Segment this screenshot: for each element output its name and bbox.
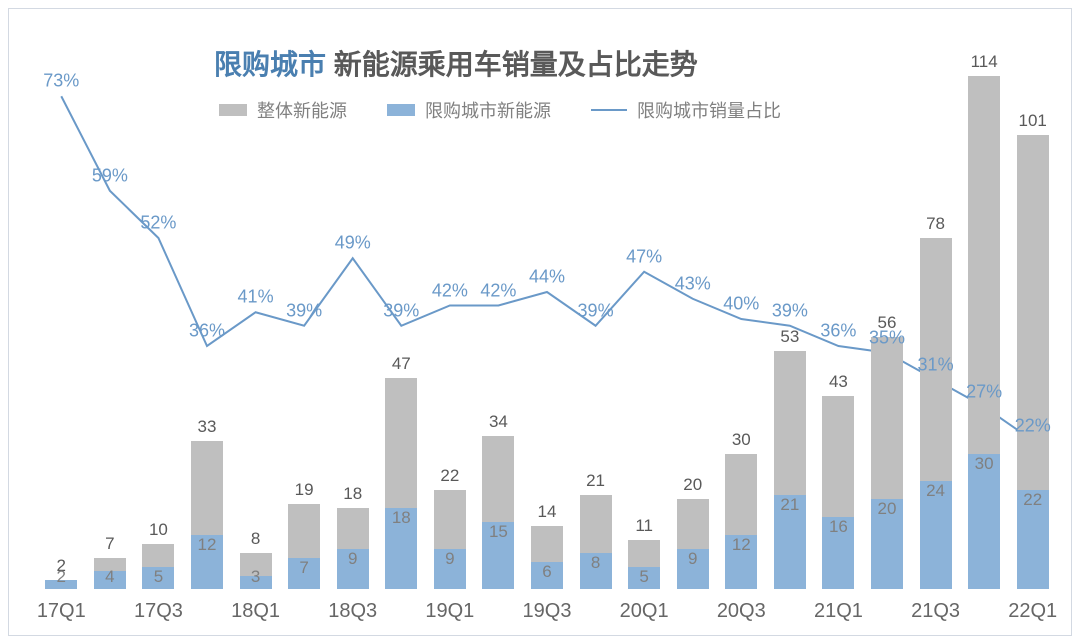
pct-label: 42% bbox=[432, 280, 468, 303]
value-label-total: 43 bbox=[829, 372, 848, 392]
value-label-sub: 9 bbox=[688, 549, 697, 569]
value-label-sub: 12 bbox=[732, 535, 751, 555]
value-label-sub: 18 bbox=[392, 508, 411, 528]
value-label-sub: 9 bbox=[445, 549, 454, 569]
value-label-total: 33 bbox=[198, 417, 217, 437]
value-label-total: 11 bbox=[635, 516, 653, 536]
pct-label: 39% bbox=[383, 300, 419, 323]
value-label-sub: 15 bbox=[489, 522, 508, 542]
pct-label: 52% bbox=[140, 213, 176, 236]
pct-label: 41% bbox=[238, 287, 274, 310]
value-label-sub: 16 bbox=[829, 517, 848, 537]
value-label-sub: 7 bbox=[299, 558, 308, 578]
pct-label: 43% bbox=[675, 273, 711, 296]
value-label-sub: 12 bbox=[198, 535, 217, 555]
chart-frame: 限购城市 新能源乘用车销量及占比走势 整体新能源 限购城市新能源 限购城市销量占… bbox=[8, 8, 1072, 636]
value-label-sub: 30 bbox=[975, 454, 994, 474]
value-label-total: 114 bbox=[971, 52, 998, 72]
pct-label: 59% bbox=[92, 165, 128, 188]
value-label-total: 34 bbox=[489, 412, 508, 432]
pct-label: 36% bbox=[189, 321, 225, 344]
pct-label: 31% bbox=[918, 354, 954, 377]
value-label-total: 7 bbox=[105, 534, 114, 554]
value-label-total: 10 bbox=[149, 520, 168, 540]
pct-label: 39% bbox=[772, 300, 808, 323]
pct-label: 44% bbox=[529, 267, 565, 290]
value-label-total: 18 bbox=[343, 484, 362, 504]
value-label-sub: 3 bbox=[251, 567, 260, 587]
x-axis-label: 19Q3 bbox=[523, 600, 572, 623]
pct-label: 22% bbox=[1015, 415, 1051, 438]
bar-sub bbox=[968, 454, 1000, 589]
value-label-total: 47 bbox=[392, 354, 411, 374]
x-axis-label: 21Q3 bbox=[911, 600, 960, 623]
pct-label: 39% bbox=[578, 300, 614, 323]
value-label-total: 22 bbox=[440, 466, 459, 486]
x-axis-label: 18Q3 bbox=[328, 600, 377, 623]
value-label-total: 21 bbox=[586, 471, 605, 491]
plot-area: 2273%17Q17459%10552%17Q3331236%8341%18Q1… bbox=[37, 49, 1057, 589]
value-label-sub: 22 bbox=[1023, 490, 1042, 510]
x-axis-label: 22Q1 bbox=[1008, 600, 1057, 623]
value-label-total: 8 bbox=[251, 529, 260, 549]
x-axis-label: 20Q3 bbox=[717, 600, 766, 623]
x-axis-label: 19Q1 bbox=[425, 600, 474, 623]
value-label-sub: 4 bbox=[105, 567, 114, 587]
pct-label: 47% bbox=[626, 246, 662, 269]
pct-label: 39% bbox=[286, 300, 322, 323]
pct-label: 73% bbox=[43, 71, 79, 94]
x-axis-label: 17Q1 bbox=[37, 600, 86, 623]
value-label-total: 20 bbox=[683, 475, 702, 495]
pct-label: 36% bbox=[820, 321, 856, 344]
value-label-total: 14 bbox=[538, 502, 557, 522]
value-label-total: 78 bbox=[926, 214, 945, 234]
x-axis-label: 18Q1 bbox=[231, 600, 280, 623]
x-axis-label: 21Q1 bbox=[814, 600, 863, 623]
x-axis-label: 17Q3 bbox=[134, 600, 183, 623]
value-label-sub: 6 bbox=[542, 562, 551, 582]
value-label-total: 30 bbox=[732, 430, 751, 450]
value-label-sub: 24 bbox=[926, 481, 945, 501]
value-label-sub: 21 bbox=[780, 495, 799, 515]
pct-label: 35% bbox=[869, 327, 905, 350]
pct-label: 27% bbox=[966, 381, 1002, 404]
value-label-sub: 20 bbox=[878, 499, 897, 519]
pct-label: 40% bbox=[723, 294, 759, 317]
x-axis-label: 20Q1 bbox=[620, 600, 669, 623]
value-label-total: 53 bbox=[780, 327, 799, 347]
pct-label: 49% bbox=[335, 233, 371, 256]
value-label-sub: 5 bbox=[639, 567, 648, 587]
value-label-sub: 9 bbox=[348, 549, 357, 569]
value-label-total: 101 bbox=[1019, 111, 1047, 131]
value-label-sub: 8 bbox=[591, 553, 600, 573]
value-label-sub: 5 bbox=[154, 567, 163, 587]
value-label-sub: 2 bbox=[57, 567, 66, 587]
pct-label: 42% bbox=[480, 280, 516, 303]
value-label-total: 19 bbox=[295, 480, 314, 500]
